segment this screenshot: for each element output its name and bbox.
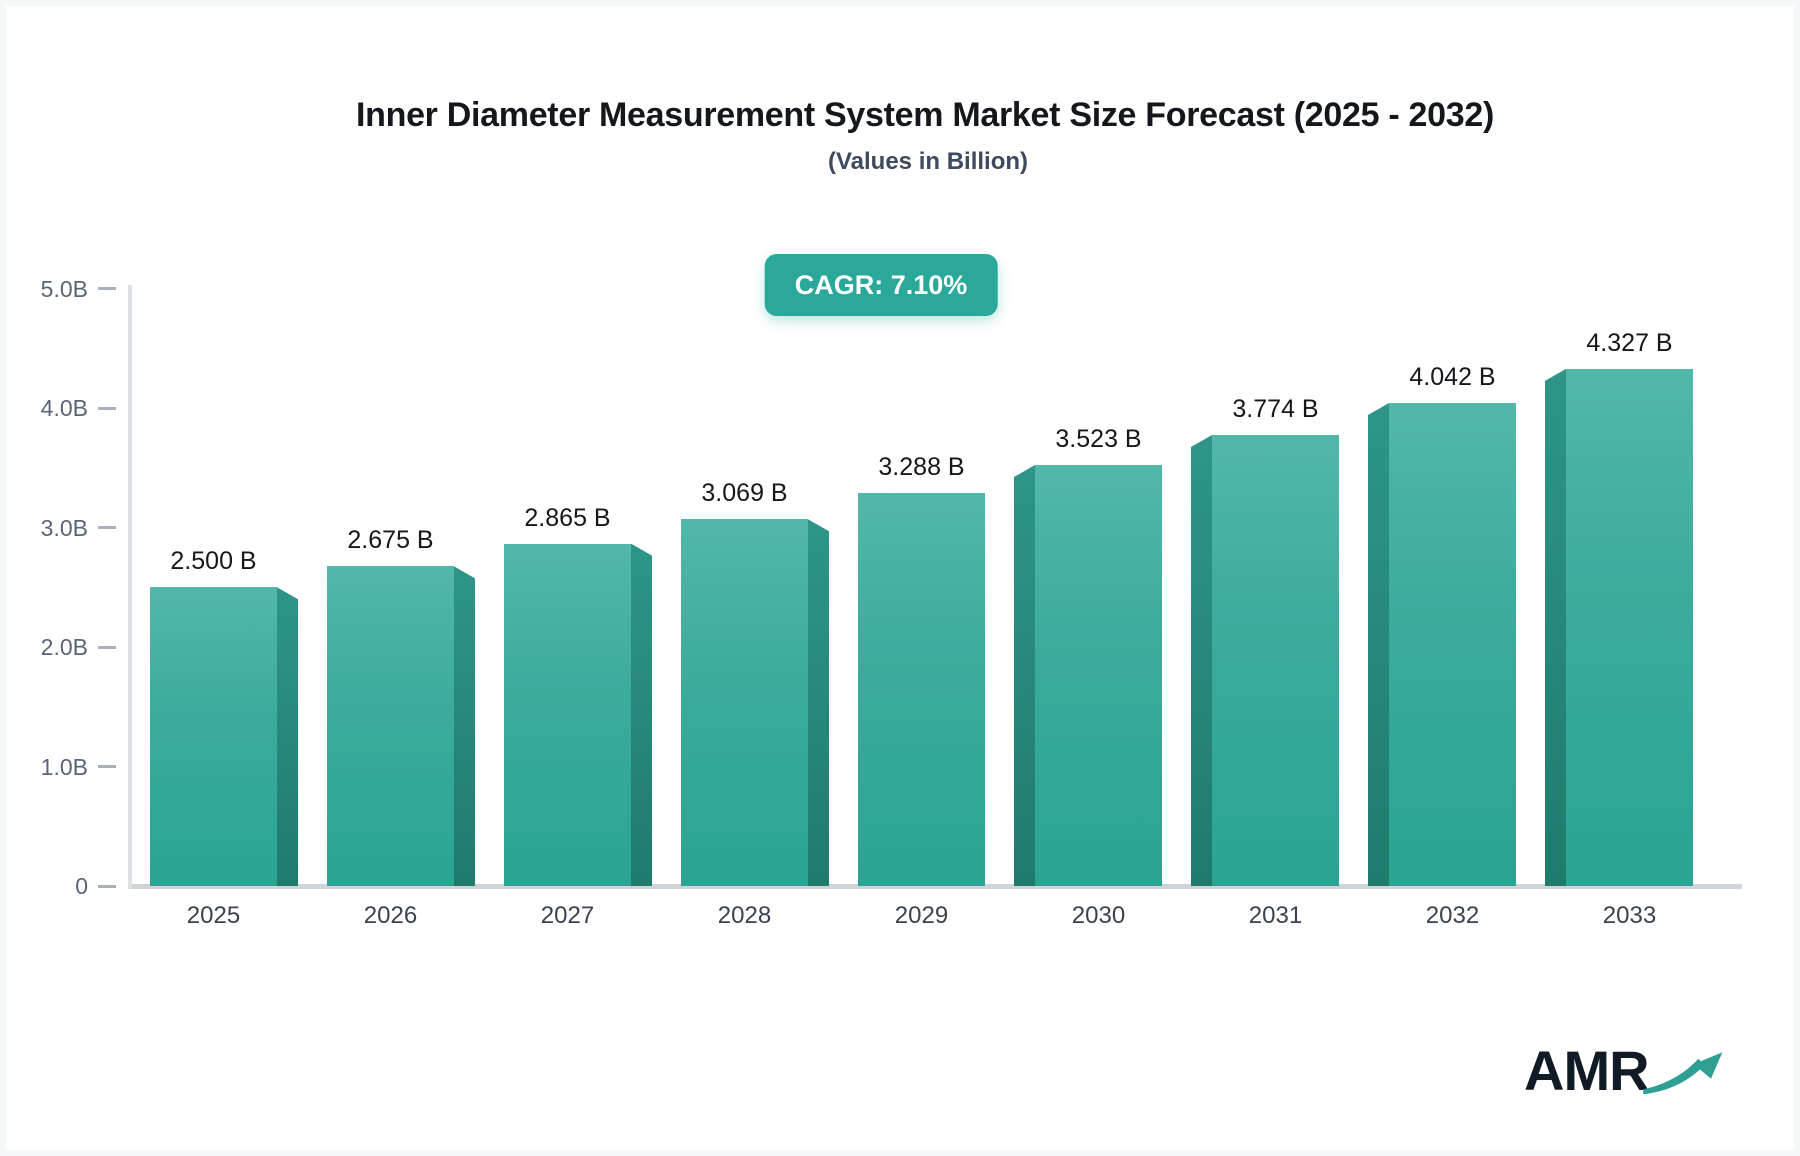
bar-side-3d <box>1191 435 1212 886</box>
y-tick-label: 4.0B <box>40 395 88 421</box>
cagr-badge: CAGR: 7.10% <box>764 254 998 316</box>
x-tick-label: 2026 <box>363 902 418 929</box>
bar-side-3d <box>277 587 298 886</box>
y-tick-label: 1.0B <box>40 753 88 780</box>
x-tick-label: 2032 <box>1425 902 1480 929</box>
bar <box>681 519 808 886</box>
x-tick-label: 2025 <box>186 902 241 929</box>
bar-value-label: 2.865 B <box>524 503 611 532</box>
x-tick-label: 2031 <box>1248 902 1303 929</box>
bar-side-3d <box>631 543 652 886</box>
y-tick <box>98 765 116 768</box>
y-tick-label: 5.0B <box>40 275 88 302</box>
bar <box>150 587 277 886</box>
y-tick <box>98 406 116 410</box>
bar <box>858 493 985 886</box>
page-edge-bottom <box>0 1150 1800 1156</box>
bar <box>504 543 631 886</box>
chart-subtitle: (Values in Billion) <box>827 148 1029 175</box>
y-axis-line <box>128 285 132 889</box>
y-tick <box>98 526 116 529</box>
bar <box>327 566 454 886</box>
bar-value-label: 2.500 B <box>170 547 257 576</box>
bar-value-label: 3.523 B <box>1055 425 1142 453</box>
y-tick <box>98 287 116 290</box>
bar-value-label: 3.288 B <box>878 453 965 482</box>
chart-title: Inner Diameter Measurement System Market… <box>355 96 1495 134</box>
y-tick-label: 3.0B <box>40 514 88 541</box>
bar-side-3d <box>1545 368 1566 886</box>
x-tick-label: 2033 <box>1602 902 1657 929</box>
bar <box>1389 402 1516 886</box>
x-tick-label: 2027 <box>540 902 595 929</box>
bar-value-label: 3.774 B <box>1232 395 1319 423</box>
x-axis-line <box>128 884 1742 889</box>
x-tick-label: 2029 <box>894 902 949 929</box>
y-tick <box>98 884 116 888</box>
page-edge-top <box>0 0 1800 6</box>
bar-value-label: 4.042 B <box>1409 362 1496 391</box>
bar-value-label: 4.327 B <box>1586 328 1673 357</box>
bar-value-label: 3.069 B <box>701 479 788 508</box>
y-tick <box>98 645 116 649</box>
bar-side-3d <box>808 519 829 886</box>
amr-logo-text: AMR <box>1524 1039 1650 1102</box>
bar-side-3d <box>1014 465 1035 886</box>
bar-side-3d <box>454 566 475 886</box>
amr-logo-arrow-icon <box>1643 1052 1723 1095</box>
page-edge-right <box>1794 0 1800 1156</box>
y-tick-label: 0 <box>75 873 88 899</box>
y-tick-label: 2.0B <box>40 634 88 660</box>
bar <box>1212 435 1339 886</box>
bar-side-3d <box>1368 402 1389 886</box>
page-edge-left <box>0 0 6 1156</box>
bar <box>1566 368 1693 886</box>
bar <box>1035 465 1162 886</box>
amr-logo: AMR <box>1524 1036 1724 1112</box>
x-tick-label: 2030 <box>1071 902 1126 929</box>
bar-value-label: 2.675 B <box>347 526 434 555</box>
x-tick-label: 2028 <box>717 902 772 929</box>
